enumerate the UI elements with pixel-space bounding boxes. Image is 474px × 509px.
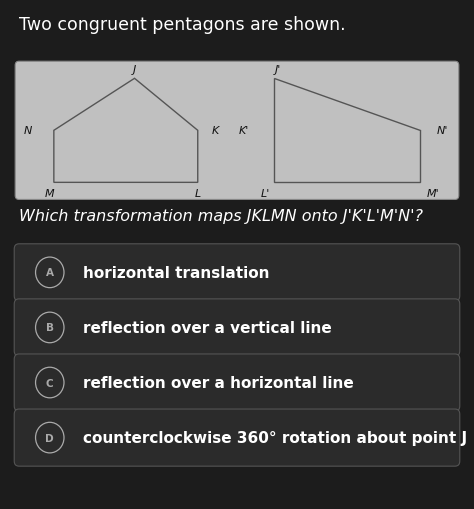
Text: Two congruent pentagons are shown.: Two congruent pentagons are shown.	[19, 16, 346, 34]
Text: M: M	[45, 188, 55, 199]
Text: J': J'	[275, 65, 282, 75]
Text: N: N	[24, 126, 32, 136]
Text: Which transformation maps JKLMN onto J'K'L'M'N'?: Which transformation maps JKLMN onto J'K…	[19, 209, 423, 223]
Text: L': L'	[261, 188, 270, 199]
Text: J: J	[133, 65, 136, 75]
Text: reflection over a horizontal line: reflection over a horizontal line	[83, 375, 354, 390]
Text: C: C	[46, 378, 54, 388]
Text: B: B	[46, 323, 54, 333]
Text: D: D	[46, 433, 54, 443]
FancyBboxPatch shape	[14, 409, 460, 466]
Text: horizontal translation: horizontal translation	[83, 265, 269, 280]
Text: counterclockwise 360° rotation about point J: counterclockwise 360° rotation about poi…	[83, 430, 467, 445]
FancyBboxPatch shape	[14, 354, 460, 411]
Polygon shape	[274, 79, 420, 183]
Text: K': K'	[238, 126, 249, 136]
Text: K: K	[211, 126, 219, 136]
FancyBboxPatch shape	[14, 244, 460, 301]
FancyBboxPatch shape	[14, 299, 460, 356]
Text: L: L	[195, 188, 201, 199]
Polygon shape	[54, 79, 198, 183]
Text: reflection over a vertical line: reflection over a vertical line	[83, 320, 332, 335]
Text: N': N'	[436, 126, 447, 136]
Text: M': M'	[427, 188, 439, 199]
Text: A: A	[46, 268, 54, 278]
FancyBboxPatch shape	[15, 62, 459, 200]
